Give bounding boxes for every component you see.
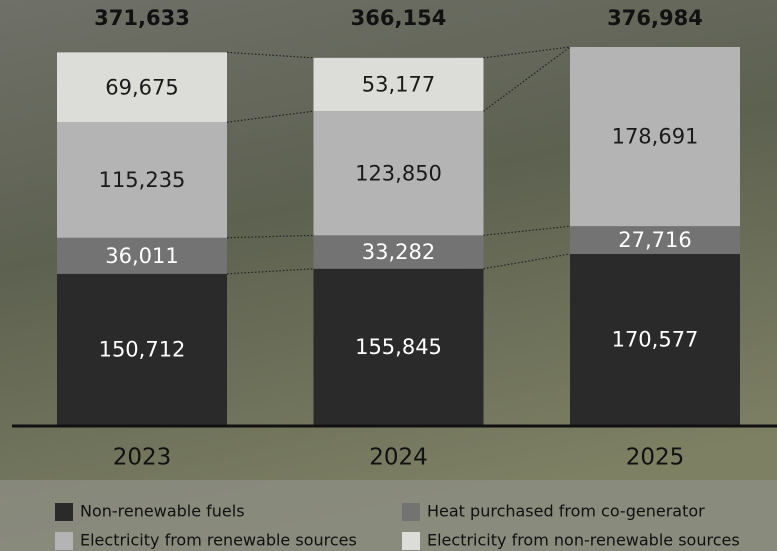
total-label: 376,984: [607, 6, 703, 30]
legend-swatch: [402, 503, 420, 521]
segment-label: 178,691: [612, 125, 699, 149]
segment-label: 69,675: [105, 75, 178, 99]
page: 150,712 36,011 115,235 69,675 371,633 2023 155…: [0, 0, 777, 551]
segment-label: 27,716: [618, 228, 691, 252]
segment-label: 155,845: [355, 335, 442, 359]
legend-label: Non-renewable fuels: [80, 502, 245, 521]
legend-label: Electricity from renewable sources: [80, 531, 357, 550]
segment-label: 123,850: [355, 161, 442, 185]
legend-label: Electricity from non-renewable sources: [427, 531, 740, 550]
chart: 150,712 36,011 115,235 69,675 371,633 2023 155…: [0, 0, 777, 551]
legend-swatch: [55, 503, 73, 521]
segment-label: 53,177: [362, 73, 435, 97]
segment-label: 33,282: [362, 240, 435, 264]
x-tick-label: 2024: [369, 445, 428, 471]
total-label: 371,633: [94, 6, 190, 30]
legend-label: Heat purchased from co-generator: [427, 502, 705, 521]
legend-swatch: [402, 532, 420, 550]
x-tick-label: 2023: [113, 445, 172, 471]
total-label: 366,154: [351, 6, 447, 30]
segment-label: 170,577: [612, 327, 699, 351]
legend-swatch: [55, 532, 73, 550]
segment-label: 36,011: [105, 244, 178, 268]
x-tick-label: 2025: [626, 445, 685, 471]
segment-label: 150,712: [99, 337, 186, 361]
segment-label: 115,235: [99, 168, 186, 192]
